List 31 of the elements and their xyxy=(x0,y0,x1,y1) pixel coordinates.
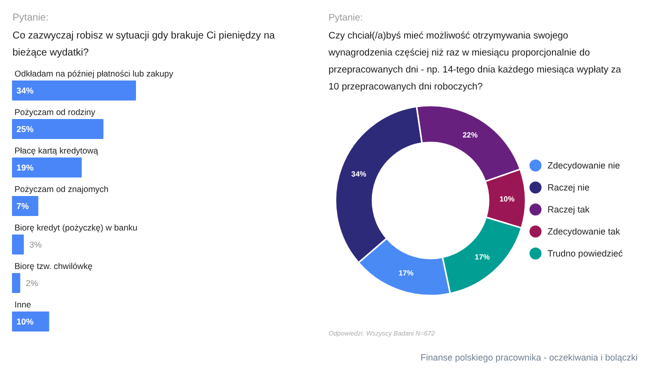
y-tick-label: Płacę kartą kredytową xyxy=(14,146,98,156)
data-label: 34% xyxy=(16,86,34,96)
data-label: 3% xyxy=(29,240,42,250)
y-tick-label: Odkładam na później płatności lub zakupy xyxy=(14,68,174,78)
bar xyxy=(12,196,38,216)
bar xyxy=(12,273,20,293)
legend-label: Trudno powiedzieć xyxy=(548,248,624,258)
chart-title: Czy chciał(/a)byś mieć możliwość otrzymywania swojego wynagrodzenia częściej niż raz w miesiącu proporcjonalnie do przepracowanych dni - np. 14-tego dnia każdego miesiąca wypłaty za 10 przepracowanych dni roboczych? xyxy=(328,30,622,92)
chart-title: Co zazwyczaj robisz w sytuacji gdy brakuje Ci pieniędzy na bieżące wydatki? xyxy=(12,30,276,58)
y-tick-label: Pożyczam od znajomych xyxy=(14,184,109,194)
y-tick-label: Biorę kredyt (pożyczkę) w banku xyxy=(14,222,138,232)
data-label: 10% xyxy=(16,316,34,326)
text: Pytanie: xyxy=(12,12,49,24)
bar xyxy=(12,234,24,254)
bar xyxy=(12,312,50,332)
bar xyxy=(12,119,104,139)
legend-label: Raczej nie xyxy=(548,182,590,192)
text: Finanse polskiego pracownika - oczekiwania i bolączki xyxy=(420,352,638,362)
data-label: 2% xyxy=(26,278,38,288)
bar xyxy=(12,80,136,100)
data-label: 25% xyxy=(16,124,34,134)
data-label: 7% xyxy=(16,201,30,211)
legend-label: Raczej tak xyxy=(548,204,590,214)
data-label: 19% xyxy=(16,162,34,172)
y-tick-label: Biorę tzw. chwilówkę xyxy=(14,261,93,271)
text: Pytanie: xyxy=(328,12,363,24)
y-tick-label: Pożyczam od rodziny xyxy=(14,107,96,117)
legend-label: Zdecydowanie nie xyxy=(548,160,620,170)
y-tick-label: Inne xyxy=(14,300,32,310)
bar xyxy=(12,158,82,178)
legend-label: Zdecydowanie tak xyxy=(548,226,621,236)
